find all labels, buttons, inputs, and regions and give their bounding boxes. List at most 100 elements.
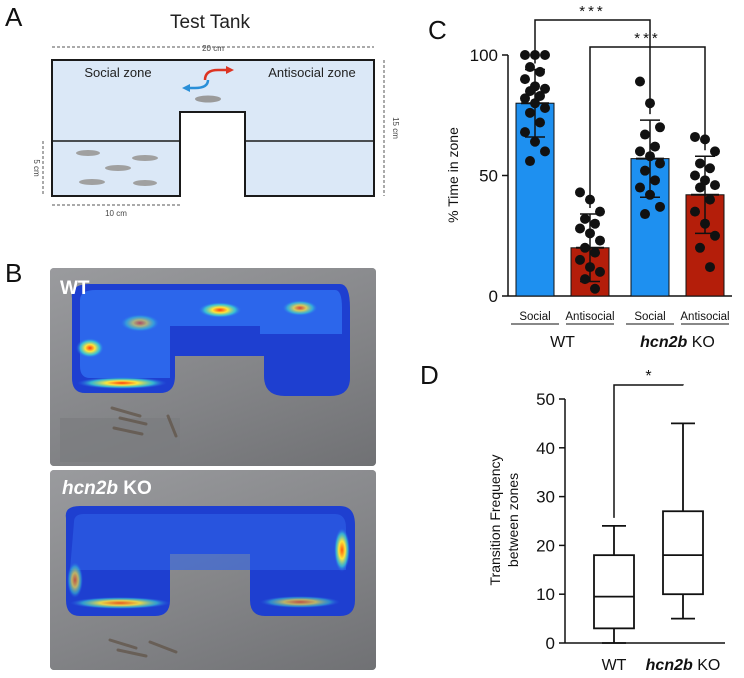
height-label: 15 cm	[391, 117, 400, 139]
data-point	[540, 103, 550, 114]
data-point	[645, 189, 655, 200]
arrow-left-icon	[186, 79, 210, 90]
tank-floor	[60, 418, 180, 462]
y-tick-label: 40	[536, 439, 555, 458]
significance-bracket	[589, 46, 706, 209]
data-point	[640, 165, 650, 176]
data-point	[525, 62, 535, 73]
ko-label-suffix: KO	[117, 478, 152, 499]
fish-icon	[105, 165, 131, 171]
heat-hotspot	[198, 302, 242, 318]
significance-label: *	[645, 368, 651, 385]
data-point	[530, 98, 540, 109]
data-point	[595, 235, 605, 246]
data-point	[535, 90, 545, 101]
data-point	[575, 254, 585, 265]
y-tick-label: 50	[479, 167, 498, 186]
panel-label-b: B	[5, 258, 23, 288]
heat-hotspot	[282, 300, 318, 316]
data-point	[710, 146, 720, 157]
data-point	[540, 50, 550, 60]
data-point	[535, 66, 545, 77]
y-axis-title-line1: Transition Frequency	[487, 455, 503, 586]
significance-label: ***	[579, 3, 606, 20]
data-point	[520, 93, 530, 104]
fish-icon	[79, 179, 105, 185]
data-point	[705, 262, 715, 273]
heatmap-photo-wt: WT	[50, 268, 376, 466]
x-tick-label: Social	[519, 311, 550, 323]
y-tick-label: 0	[489, 287, 498, 306]
data-point	[640, 209, 650, 220]
data-point	[520, 50, 530, 60]
social-zone-label: Social zone	[84, 65, 151, 80]
data-point	[655, 158, 665, 169]
x-tick-label: Antisocial	[680, 311, 729, 323]
antisocial-zone-label: Antisocial zone	[268, 65, 355, 80]
y-tick-label: 20	[536, 536, 555, 555]
data-point	[520, 127, 530, 138]
x-tick-label-gene: hcn2b	[646, 657, 693, 674]
y-tick-label: 10	[536, 585, 555, 604]
x-tick-label: WT	[602, 657, 627, 674]
data-point	[655, 201, 665, 212]
heat-hotspot	[77, 377, 167, 389]
heat-hotspot	[76, 338, 104, 358]
data-point	[710, 230, 720, 241]
fish-group	[110, 406, 178, 438]
data-point	[705, 194, 715, 205]
data-point	[585, 262, 595, 273]
data-point	[705, 163, 715, 174]
fish-icon	[195, 95, 221, 103]
group-label: WT	[550, 334, 575, 351]
data-point	[695, 242, 705, 253]
data-point	[525, 156, 535, 167]
data-point	[540, 146, 550, 157]
data-point	[540, 83, 550, 94]
data-point	[695, 158, 705, 169]
data-point	[590, 283, 600, 294]
heatmap-ko	[65, 506, 356, 658]
group-label-gene: hcn2b	[640, 334, 687, 351]
data-point	[585, 228, 595, 239]
group-label: hcn2b KO	[640, 334, 715, 351]
data-point	[580, 274, 590, 285]
tank-title: Test Tank	[170, 12, 250, 33]
data-point	[530, 136, 540, 147]
group-label-text: WT	[550, 334, 575, 351]
y-tick-label: 50	[536, 390, 555, 409]
data-point	[635, 76, 645, 87]
arrow-left-head-icon	[182, 84, 190, 92]
panel-label-d: D	[420, 360, 439, 390]
heatmap-wt	[60, 284, 351, 462]
y-tick-label: 100	[470, 46, 498, 65]
heat-hotspot	[334, 528, 350, 572]
data-point	[645, 151, 655, 162]
significance-label: ***	[634, 30, 661, 47]
heat-trail-inner	[70, 514, 346, 570]
ko-label-gene: hcn2b	[62, 478, 118, 499]
heatmap-photo-ko: hcn2b KO	[50, 470, 376, 670]
data-point	[525, 86, 535, 97]
data-point	[575, 187, 585, 198]
panel-label-a: A	[5, 2, 23, 32]
data-point	[690, 170, 700, 181]
data-point	[580, 213, 590, 224]
data-point	[690, 131, 700, 142]
x-tick-label-text: WT	[602, 657, 627, 674]
data-point	[640, 129, 650, 140]
data-point	[575, 223, 585, 234]
wt-label: WT	[60, 278, 90, 300]
tank-water	[51, 59, 375, 197]
y-tick-label: 30	[536, 488, 555, 507]
heat-hotspot	[260, 596, 340, 608]
fish-icon	[133, 180, 157, 186]
data-point	[650, 175, 660, 186]
significance-bracket	[613, 384, 684, 518]
data-point	[525, 107, 535, 118]
significance-bracket	[534, 19, 651, 115]
data-point	[655, 122, 665, 133]
box	[593, 554, 635, 630]
